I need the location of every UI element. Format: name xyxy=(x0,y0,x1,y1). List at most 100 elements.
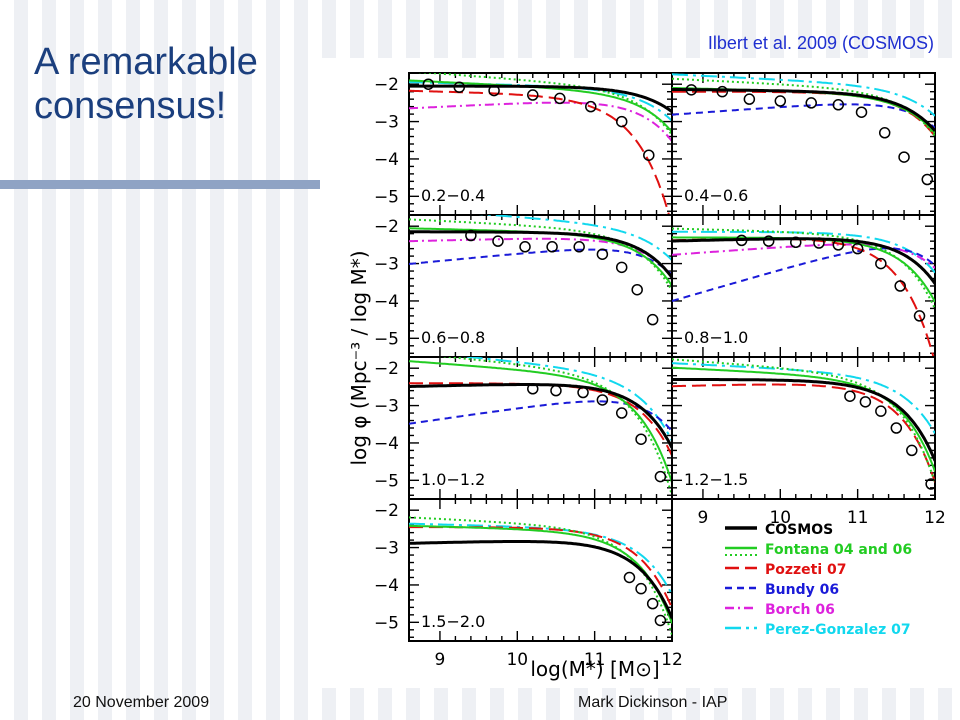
series-perez xyxy=(672,73,935,117)
data-point xyxy=(554,92,566,105)
legend-label: Borch 06 xyxy=(765,602,835,618)
y-tick-label: −2 xyxy=(374,217,399,237)
series-borch xyxy=(409,237,672,277)
data-point xyxy=(875,257,887,270)
data-point xyxy=(422,78,435,90)
data-point xyxy=(921,173,934,186)
footer-date: 20 November 2009 xyxy=(73,694,210,711)
y-tick-label: −5 xyxy=(374,187,399,207)
series-cosmos xyxy=(672,87,935,132)
y-tick-label: −2 xyxy=(374,359,399,379)
data-point xyxy=(488,84,500,97)
x-tick-label: 10 xyxy=(506,650,528,670)
legend-label: COSMOS xyxy=(765,522,833,538)
series-borch xyxy=(672,243,935,269)
data-point xyxy=(646,597,659,610)
data-point xyxy=(813,237,825,249)
data-point xyxy=(585,100,597,113)
legend-label: Perez-Gonzalez 07 xyxy=(765,622,911,638)
panel-1: 0.4−0.6 xyxy=(671,72,936,216)
series-cosmos xyxy=(409,230,672,279)
legend-label: Bundy 06 xyxy=(765,582,839,598)
series-cosmos xyxy=(409,383,672,449)
series-pozzeti xyxy=(409,89,671,215)
data-point xyxy=(550,384,562,397)
y-tick-label: −2 xyxy=(374,75,399,95)
data-point xyxy=(623,571,636,584)
panel-redshift-label: 1.2−1.5 xyxy=(684,470,748,489)
data-point xyxy=(646,313,659,326)
data-point xyxy=(832,239,845,251)
y-tick-label: −5 xyxy=(374,613,399,633)
panel-redshift-label: 0.8−1.0 xyxy=(684,328,748,347)
data-point xyxy=(596,394,609,406)
panel-lines xyxy=(409,516,672,636)
data-point xyxy=(875,405,887,417)
series-cosmos xyxy=(409,84,672,113)
panel-2: 0.6−0.8 −2 −3 −4 −5 xyxy=(374,214,673,358)
data-point xyxy=(716,85,729,98)
data-point xyxy=(790,236,802,249)
series-cosmos xyxy=(672,378,935,462)
data-point xyxy=(685,84,698,96)
panel-6: 1.5−2.0 −2 −3 −4 −5 9 10 11 12 xyxy=(374,498,683,670)
panel-lines xyxy=(409,73,672,215)
data-point xyxy=(519,241,531,253)
series-perez xyxy=(459,357,672,442)
legend-label: Pozzeti 07 xyxy=(765,562,847,578)
data-point xyxy=(844,390,856,402)
data-point xyxy=(762,235,775,247)
x-tick-label: 9 xyxy=(435,650,446,670)
data-point xyxy=(453,81,466,93)
y-tick-label: −5 xyxy=(374,329,399,349)
slide-title-line-1: A remarkable xyxy=(34,41,258,83)
data-point xyxy=(596,248,609,260)
y-axis-label: log φ (Mpc⁻³ / log M*) xyxy=(347,250,371,465)
series-perez xyxy=(672,362,935,434)
data-point xyxy=(465,229,477,242)
panel-redshift-label: 0.4−0.6 xyxy=(684,186,748,205)
data-point xyxy=(805,97,817,109)
y-tick-label: −4 xyxy=(374,576,399,596)
data-point xyxy=(913,310,926,322)
series-fontana-dotted xyxy=(417,73,672,136)
x-axis-label: log(M*) [M⊙] xyxy=(530,657,659,681)
panel-redshift-label: 0.2−0.4 xyxy=(421,186,485,205)
data-point xyxy=(925,478,935,490)
data-point xyxy=(654,470,667,483)
panel-lines xyxy=(672,358,935,490)
data-point xyxy=(832,99,845,111)
panel-redshift-label: 1.0−1.2 xyxy=(421,470,485,489)
x-tick-label: 9 xyxy=(698,508,709,528)
data-point xyxy=(735,234,748,247)
title-accent-bar xyxy=(0,180,322,189)
data-point xyxy=(635,582,647,595)
slide-title: A remarkable consensus! xyxy=(34,40,258,128)
panel-3: 0.8−1.0 xyxy=(671,214,936,358)
data-point xyxy=(894,280,906,292)
citation: Ilbert et al. 2009 (COSMOS) xyxy=(707,33,934,53)
panel-redshift-label: 1.5−2.0 xyxy=(421,612,485,631)
series-pozzeti xyxy=(672,383,935,483)
series-fontana-dotted xyxy=(409,516,672,636)
series-bundy xyxy=(672,247,935,302)
data-point xyxy=(654,614,667,627)
y-tick-label: −5 xyxy=(374,471,399,491)
series-cosmos xyxy=(409,540,672,619)
series-fontana-dotted xyxy=(409,218,672,292)
y-tick-label: −2 xyxy=(374,501,399,521)
panel-5: 1.2−1.5 9 10 11 12 xyxy=(671,356,946,528)
footer-author: Mark Dickinson - IAP xyxy=(578,694,728,711)
panel-lines xyxy=(409,357,672,497)
data-point xyxy=(878,127,891,139)
data-point xyxy=(492,235,504,247)
legend-label: Fontana 04 and 06 xyxy=(765,542,912,558)
data-point xyxy=(573,241,585,253)
series-cosmos xyxy=(672,237,935,285)
data-point xyxy=(890,422,903,434)
data-point xyxy=(631,283,643,296)
panel-lines xyxy=(409,215,672,326)
slide-title-line-2: consensus! xyxy=(34,85,227,127)
y-tick-label: −3 xyxy=(374,255,399,275)
data-point xyxy=(615,115,628,128)
